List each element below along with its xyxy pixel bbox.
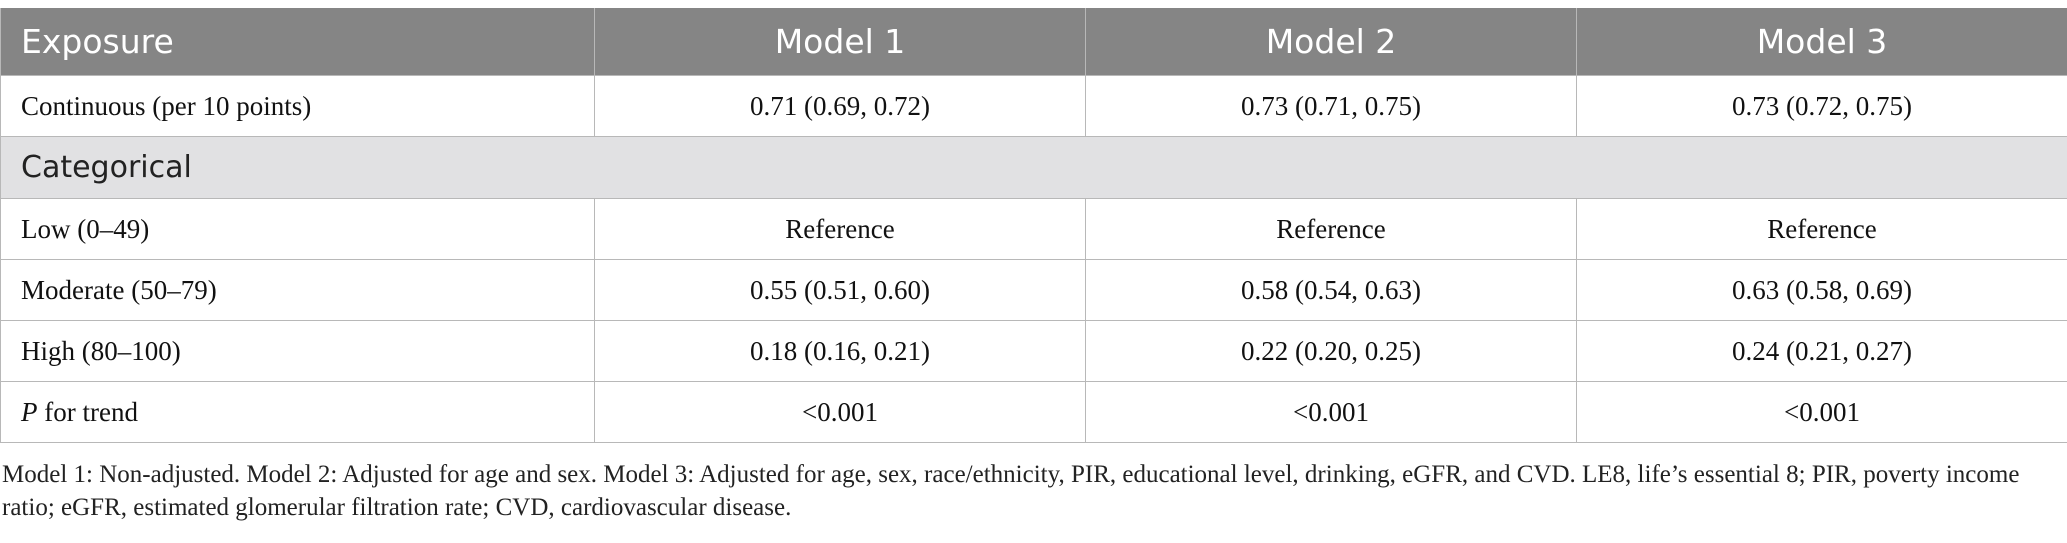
cell-model-2: 0.22 (0.20, 0.25) [1085, 320, 1577, 382]
cell-model-3: <0.001 [1576, 381, 2067, 443]
row-label: P for trend [0, 381, 595, 443]
header-model-1: Model 1 [594, 8, 1086, 76]
table-row: Moderate (50–79) 0.55 (0.51, 0.60) 0.58 … [0, 259, 2067, 321]
section-row: Categorical [0, 136, 2067, 199]
cell-model-2: <0.001 [1085, 381, 1577, 443]
table-footnote: Model 1: Non-adjusted. Model 2: Adjusted… [2, 461, 2020, 521]
cell-model-3: 0.24 (0.21, 0.27) [1576, 320, 2067, 382]
cell-model-1: Reference [594, 198, 1086, 260]
row-label: High (80–100) [0, 320, 595, 382]
row-label: Low (0–49) [0, 198, 595, 260]
section-label: Categorical [0, 136, 2067, 199]
cell-model-1: 0.55 (0.51, 0.60) [594, 259, 1086, 321]
cell-model-1: 0.18 (0.16, 0.21) [594, 320, 1086, 382]
cell-model-3: 0.73 (0.72, 0.75) [1576, 75, 2067, 137]
results-table: Exposure Model 1 Model 2 Model 3 Continu… [0, 8, 2067, 443]
header-exposure: Exposure [0, 8, 595, 76]
row-label: Moderate (50–79) [0, 259, 595, 321]
cell-model-3: Reference [1576, 198, 2067, 260]
cell-model-2: 0.58 (0.54, 0.63) [1085, 259, 1577, 321]
header-model-2: Model 2 [1085, 8, 1577, 76]
cell-model-2: 0.73 (0.71, 0.75) [1085, 75, 1577, 137]
cell-model-3: 0.63 (0.58, 0.69) [1576, 259, 2067, 321]
cell-model-1: 0.71 (0.69, 0.72) [594, 75, 1086, 137]
cell-model-1: <0.001 [594, 381, 1086, 443]
header-model-3: Model 3 [1576, 8, 2067, 76]
table-row: P for trend <0.001 <0.001 <0.001 [0, 381, 2067, 443]
header-row: Exposure Model 1 Model 2 Model 3 [0, 8, 2067, 76]
row-label-rest: for trend [37, 396, 138, 427]
results-table-container: Exposure Model 1 Model 2 Model 3 Continu… [0, 8, 2067, 443]
table-row: Low (0–49) Reference Reference Reference [0, 198, 2067, 260]
row-label: Continuous (per 10 points) [0, 75, 595, 137]
table-row: High (80–100) 0.18 (0.16, 0.21) 0.22 (0.… [0, 320, 2067, 382]
cell-model-2: Reference [1085, 198, 1577, 260]
p-symbol: P [21, 396, 38, 427]
table-row: Continuous (per 10 points) 0.71 (0.69, 0… [0, 75, 2067, 137]
